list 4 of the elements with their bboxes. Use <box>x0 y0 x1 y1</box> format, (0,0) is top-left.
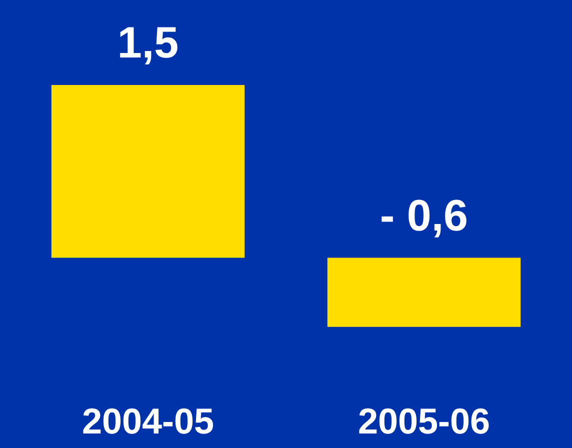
x-tick-label: 2004-05 <box>82 400 214 442</box>
data-label: 1,5 <box>117 18 179 68</box>
x-tick-label: 2005-06 <box>358 400 490 442</box>
data-label: - 0,6 <box>380 191 468 240</box>
